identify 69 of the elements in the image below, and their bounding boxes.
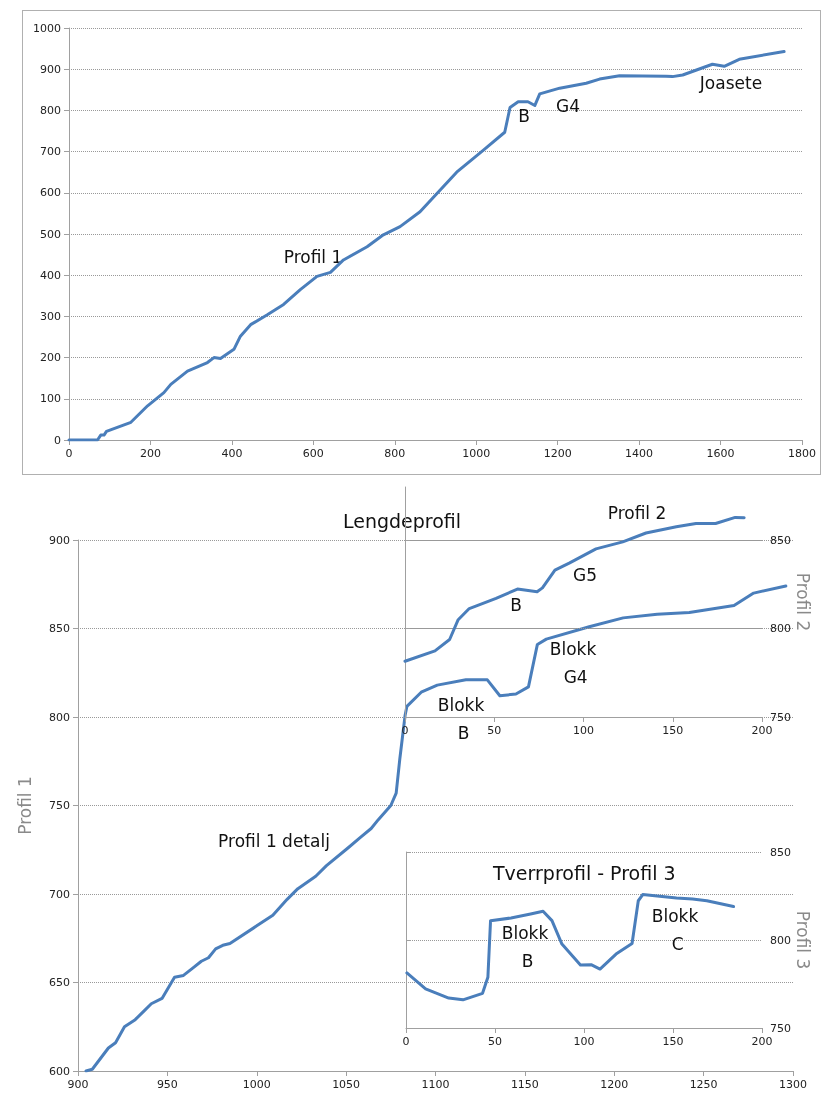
y-tick-label: 800	[40, 103, 61, 117]
x-tick-label: 50	[488, 1035, 502, 1048]
line-series	[405, 893, 736, 1002]
x-tick-label: 1000	[462, 447, 491, 460]
x-tick-label: 1050	[332, 1078, 361, 1091]
y2-axis-title: Profil 3	[793, 910, 814, 970]
y-tick-label: 900	[40, 62, 61, 76]
y-tick-label: 300	[40, 309, 61, 323]
x-tick-label: 200	[139, 447, 161, 460]
y2-tick-label: 800	[770, 933, 791, 947]
x-tick-label: 1200	[543, 447, 572, 460]
x-tick-label: 100	[573, 724, 594, 737]
y-tick-label: 700	[49, 887, 70, 901]
x-tick-label: 1150	[510, 1078, 539, 1091]
y-tick-label: 650	[49, 976, 70, 989]
x-tick-label: 0	[402, 1035, 410, 1048]
text: Tverrprofil - Profil 3	[492, 861, 676, 884]
annotation: B	[510, 595, 522, 615]
y-tick-label: 500	[40, 227, 61, 241]
x-tick-label: 100	[573, 1035, 595, 1048]
x-tick-label: 200	[751, 1035, 773, 1048]
x-tick-label: 50	[487, 724, 502, 737]
y-tick-label: 0	[54, 433, 61, 447]
x-tick-label: 1600	[706, 447, 735, 460]
annotation: Joasete	[698, 73, 763, 93]
annotation: G5	[573, 565, 597, 585]
y-tick-label: 1000	[33, 21, 61, 35]
x-tick-label: 1800	[788, 447, 816, 460]
text: Profil 2	[793, 572, 814, 632]
y-tick-label: 200	[40, 351, 61, 365]
y-tick-label: 400	[40, 268, 61, 282]
x-tick-label: 1250	[689, 1078, 718, 1091]
x-tick-label: 800	[384, 447, 406, 460]
y-tick-label: 900	[49, 533, 70, 547]
x-tick-label: 200	[751, 724, 773, 737]
x-tick-label: 150	[662, 724, 684, 737]
x-tick-label: 1200	[600, 1078, 629, 1091]
x-tick-label: 950	[156, 1078, 178, 1091]
y-tick-label: 850	[49, 622, 70, 635]
x-tick-label: 1100	[421, 1078, 450, 1091]
line-series	[67, 49, 786, 442]
y-tick-label: 700	[40, 145, 61, 159]
y2-tick-label: 750	[770, 1021, 791, 1035]
y2-tick-label: 750	[770, 710, 791, 724]
annotation: Blokk B	[501, 923, 549, 971]
x-tick-label: 900	[67, 1078, 89, 1091]
y2-tick-label: 850	[770, 533, 791, 547]
annotation: Blokk B	[437, 695, 485, 743]
y-tick-label: 750	[49, 799, 70, 812]
y2-tick-label: 800	[770, 622, 791, 636]
y-tick-label: 800	[49, 710, 70, 724]
x-tick-label: 1300	[779, 1078, 807, 1091]
x-tick-label: 1400	[625, 447, 654, 460]
x-tick-label: 1000	[242, 1078, 271, 1091]
annotation: B	[518, 106, 530, 126]
annotation: Blokk C	[651, 906, 699, 954]
y-tick-label: 100	[40, 392, 61, 406]
y-tick-label: 600	[49, 1064, 70, 1078]
annotation: Blokk G4	[549, 639, 597, 687]
annotation: Profil 1 detalj	[218, 831, 330, 851]
y-tick-label: 600	[40, 186, 61, 200]
y-axis-title: Profil 1	[14, 776, 35, 835]
x-tick-label: 150	[662, 1035, 684, 1048]
annotation: G4	[556, 96, 580, 116]
x-tick-label: 400	[221, 447, 243, 460]
x-tick-label: 600	[302, 447, 324, 460]
chart-title: Lengdeprofil	[343, 509, 462, 532]
y2-axis-title: Profil 2	[607, 503, 667, 523]
y2-tick-label: 850	[770, 845, 791, 859]
